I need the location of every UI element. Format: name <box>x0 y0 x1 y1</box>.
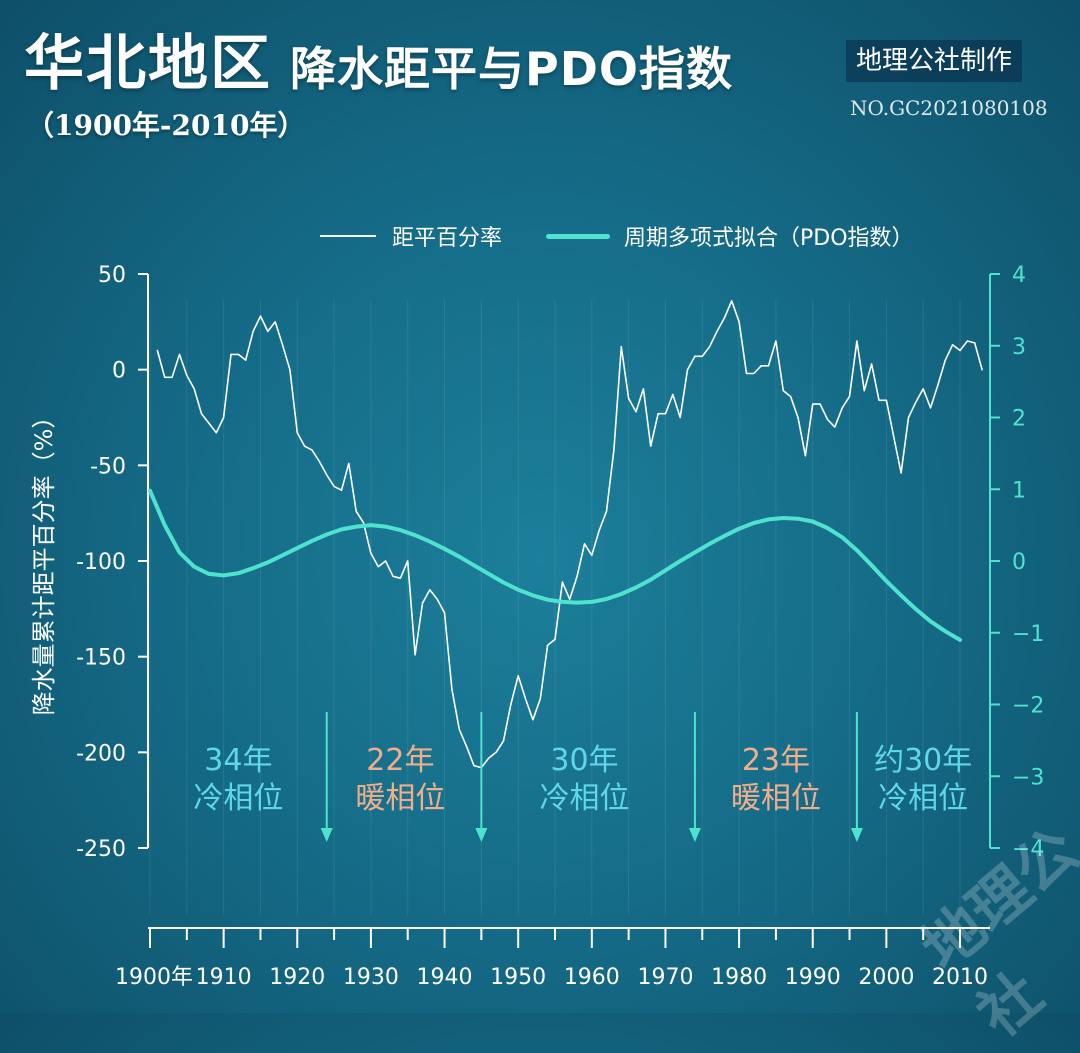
y-tick-label-right: 1 <box>1012 478 1026 503</box>
x-tick-label: 1920 <box>269 965 325 990</box>
y-tick-label-left: 50 <box>98 263 126 288</box>
phase-type-label: 冷相位 <box>539 781 629 816</box>
x-tick-label: 1970 <box>637 965 693 990</box>
phase-duration-label: 30年 <box>550 743 618 778</box>
legend-swatch-pdo <box>546 233 611 239</box>
y-tick-label-left: -200 <box>76 741 126 766</box>
axes <box>138 273 1000 948</box>
chart-legend: 距平百分率 周期多项式拟合（PDO指数） <box>320 220 914 252</box>
y-tick-label-right: 4 <box>1012 263 1026 288</box>
phase-divider-arrowhead <box>850 828 863 842</box>
legend-label-pdo: 周期多项式拟合（PDO指数） <box>624 226 914 251</box>
legend-swatch-precip <box>320 235 376 237</box>
x-tick-label: 1950 <box>490 965 546 990</box>
x-tick-label: 1990 <box>785 965 841 990</box>
y-tick-label-right: 0 <box>1012 550 1026 575</box>
producer-code: NO.GC2021080108 <box>850 96 1048 120</box>
phase-divider-arrowhead <box>688 828 701 842</box>
legend-label-precip: 距平百分率 <box>392 226 503 251</box>
y-tick-label-right: −2 <box>1012 694 1044 719</box>
phase-type-label: 暖相位 <box>731 781 821 816</box>
y-tick-label-left: -100 <box>76 550 126 575</box>
phase-type-label: 冷相位 <box>193 781 283 816</box>
chart-date-range: （1900年-2010年） <box>26 109 306 142</box>
series-line-pdo <box>148 488 962 642</box>
phase-duration-label: 22年 <box>366 743 434 778</box>
chart-title: 华北地区 <box>24 29 272 99</box>
phase-divider-arrowhead <box>475 828 488 842</box>
tick-labels: 50 0 -50 -100 -150 -200 -250 4 3 2 1 0 −1 −2 −3 −4 1900年… <box>76 263 1044 990</box>
chart-plot: 50 0 -50 -100 -150 -200 -250 4 3 2 1 0 −1 −2 −3 −4 1900年… <box>30 263 1045 990</box>
x-tick-label: 1910 <box>196 965 252 990</box>
y-tick-label-right: −3 <box>1012 765 1044 790</box>
phase-duration-label: 34年 <box>204 743 272 778</box>
gridlines <box>149 300 961 915</box>
y-tick-label-left: -150 <box>76 646 126 671</box>
x-tick-label: 1980 <box>711 965 767 990</box>
series-line-precip <box>156 300 983 769</box>
x-tick-label: 2010 <box>932 965 988 990</box>
chart-subtitle: 降水距平与PDO指数 <box>290 42 734 96</box>
x-tick-label: 1940 <box>417 965 473 990</box>
producer-badge: 地理公社制作 <box>846 40 1023 82</box>
phase-divider-arrowhead <box>320 828 333 842</box>
x-tick-label: 1930 <box>343 965 399 990</box>
phase-type-label: 冷相位 <box>878 781 968 816</box>
y-tick-label-right: −1 <box>1012 622 1044 647</box>
y-tick-label-right: 3 <box>1012 335 1026 360</box>
x-tick-label: 1900年 <box>115 965 193 990</box>
series-lines <box>148 300 983 769</box>
phase-duration-label: 约30年 <box>874 743 972 778</box>
x-tick-label: 2000 <box>858 965 914 990</box>
x-tick-label: 1960 <box>564 965 620 990</box>
phase-duration-label: 23年 <box>742 743 810 778</box>
y-tick-label-left: -50 <box>90 454 126 479</box>
phase-type-label: 暖相位 <box>355 781 445 816</box>
y-tick-label-left: -250 <box>76 837 126 862</box>
y-axis-label-left: 降水量累计距平百分率（%） <box>30 405 58 716</box>
y-tick-label-left: 0 <box>112 359 126 384</box>
y-tick-label-right: 2 <box>1012 407 1026 432</box>
y-tick-label-right: −4 <box>1012 837 1044 862</box>
